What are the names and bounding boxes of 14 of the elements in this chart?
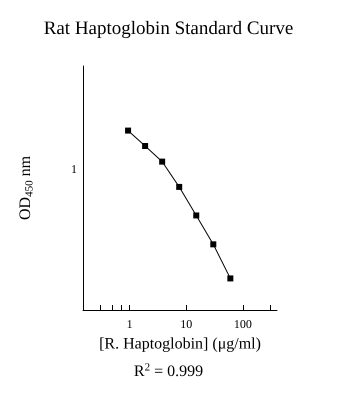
y-axis-title: OD450 nm [17, 155, 36, 220]
point [159, 158, 166, 165]
text: 1 [71, 162, 77, 176]
chart-title: Rat Haptoglobin Standard Curve [44, 18, 294, 39]
x-axis-title: [R. Haptoglobin] (μg/ml) [99, 336, 261, 352]
point [125, 128, 132, 134]
point [193, 212, 200, 218]
point [176, 184, 182, 190]
point [227, 275, 234, 282]
x-tick-label: 10 [180, 317, 192, 331]
x-tick-label: 1 [126, 317, 133, 331]
point [142, 143, 148, 150]
point [210, 241, 216, 248]
x-tick-label: 100 [234, 317, 252, 331]
